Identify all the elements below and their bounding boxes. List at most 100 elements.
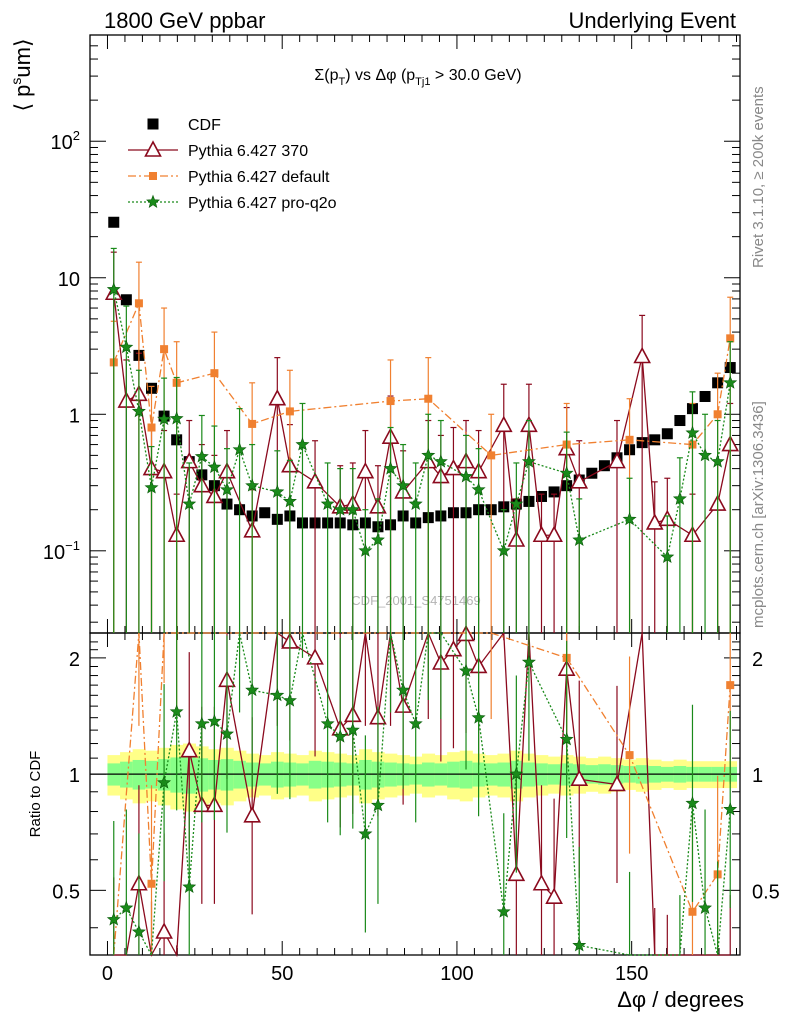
- q2o-point: [245, 682, 260, 697]
- q2o-point: [333, 729, 348, 743]
- default-point: [726, 681, 735, 690]
- q2o-point: [169, 411, 184, 425]
- ratio-line: [113, 632, 731, 956]
- p370-point: [155, 922, 173, 939]
- q2o-point: [282, 693, 297, 707]
- y-tick-label: 1: [69, 405, 80, 427]
- default-point: [160, 345, 169, 354]
- x-tick-label: 0: [102, 963, 113, 985]
- ratio-tick-label-left: 2: [69, 649, 80, 671]
- q2o-point: [521, 454, 536, 468]
- p370-point: [494, 415, 513, 433]
- q2o-point: [157, 775, 172, 789]
- x-tick-label: 50: [271, 963, 293, 985]
- q2o-point: [433, 454, 448, 468]
- ratio-tick-label-right: 2: [752, 649, 763, 671]
- q2o-point: [358, 543, 373, 557]
- legend-label-3: Pythia 6.427 pro-q2o: [188, 195, 337, 212]
- title-part: T: [338, 76, 345, 88]
- q2o-point: [471, 710, 486, 724]
- y-tick-label: 10: [58, 269, 80, 291]
- cdf-point: [108, 216, 120, 228]
- y-tick-exp: 2: [73, 128, 80, 143]
- p370-point: [306, 648, 324, 665]
- cdf-point: [147, 118, 159, 130]
- q2o-point: [320, 716, 335, 730]
- default-point: [625, 435, 634, 444]
- default-point: [149, 172, 157, 180]
- q2o-point: [723, 802, 738, 816]
- q2o-point: [106, 912, 121, 926]
- q2o-point: [710, 454, 725, 468]
- p370-point: [444, 640, 463, 657]
- p370-point: [243, 806, 261, 823]
- q2o-point: [270, 687, 285, 702]
- q2o-point: [371, 532, 385, 546]
- default-point: [285, 407, 294, 416]
- legend-label-2: Pythia 6.427 default: [188, 169, 330, 186]
- q2o-point: [458, 469, 473, 483]
- legend-label-0: CDF: [188, 117, 221, 134]
- q2o-point: [685, 425, 700, 439]
- y-axis-label-text: ⟨ psum⟩: [8, 38, 35, 111]
- q2o-point: [131, 924, 146, 938]
- q2o-point: [119, 900, 134, 914]
- p370-point: [608, 451, 626, 469]
- y-tick-base: 1: [69, 405, 80, 427]
- q2o-point: [270, 484, 285, 498]
- title-part: Tj1: [415, 76, 430, 88]
- ratio-tick-label-right: 0.5: [752, 881, 780, 903]
- ratio-y-axis-label: Ratio to CDF: [27, 751, 44, 838]
- q2o-point: [194, 449, 209, 463]
- series-3: [106, 247, 738, 633]
- q2o-point: [282, 494, 297, 508]
- default-point: [134, 299, 143, 308]
- default-point: [248, 419, 257, 428]
- legend-label-1: Pythia 6.427 370: [188, 143, 308, 160]
- p370-point: [633, 346, 651, 364]
- p370-point: [444, 458, 463, 476]
- ylabel-part: ⟨ p: [10, 85, 35, 112]
- q2o-point: [232, 442, 247, 456]
- q2o-point: [496, 543, 511, 557]
- q2o-point: [358, 826, 373, 840]
- q2o-point: [421, 448, 436, 462]
- q2o-point: [396, 478, 411, 492]
- q2o-point: [345, 502, 360, 516]
- chart-title-text: Σ(pT) vs Δφ (pTj1 > 30.0 GeV): [314, 67, 521, 88]
- q2o-point: [333, 502, 348, 516]
- default-point: [147, 879, 156, 888]
- cdf-point: [661, 428, 673, 440]
- q2o-point: [194, 716, 209, 730]
- q2o-point: [672, 491, 687, 505]
- p370-point: [645, 513, 664, 530]
- cdf-point: [649, 434, 661, 446]
- q2o-point: [131, 404, 146, 418]
- q2o-point: [698, 448, 712, 462]
- q2o-point: [245, 478, 260, 492]
- y-tick-exp: −1: [65, 538, 80, 553]
- q2o-point: [320, 496, 335, 510]
- cdf-point: [674, 415, 686, 427]
- ratio-tick-label-right: 1: [752, 765, 763, 787]
- cdf-point: [548, 486, 560, 498]
- p370-point: [507, 864, 526, 882]
- q2o-point: [169, 704, 184, 718]
- cdf-point: [699, 390, 711, 402]
- mcplots-label: mcplots.cern.ch [arXiv:1306.3436]: [750, 401, 767, 628]
- q2o-point: [396, 682, 411, 697]
- cdf-point: [120, 294, 132, 306]
- q2o-point: [383, 461, 398, 475]
- q2o-point: [509, 496, 524, 510]
- q2o-point: [408, 716, 423, 730]
- q2o-point: [207, 459, 222, 474]
- default-point: [210, 369, 219, 378]
- header-left: 1800 GeV ppbar: [104, 8, 265, 33]
- q2o-point: [660, 549, 675, 563]
- q2o-point: [622, 511, 637, 526]
- ratio-series-3: [106, 632, 738, 958]
- y-tick-label: 102: [51, 128, 80, 154]
- q2o-point: [572, 532, 587, 546]
- y-axis-label: ⟨ psum⟩: [8, 38, 35, 111]
